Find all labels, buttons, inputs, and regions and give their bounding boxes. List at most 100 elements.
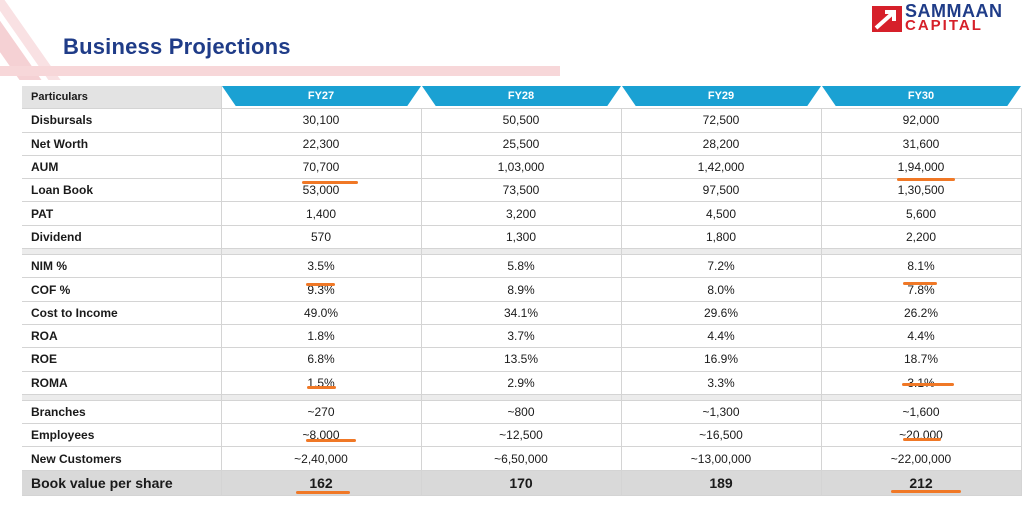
table-row: ROE 6.8% 13.5% 16.9% 18.7% (22, 347, 1022, 372)
row-label: Cost to Income (22, 301, 222, 325)
row-value: 31,600 (821, 132, 1022, 156)
row-value: 3.3% (621, 371, 822, 395)
row-value: 1,300 (421, 225, 622, 250)
row-label: ROE (22, 347, 222, 372)
row-value: 16.9% (621, 347, 822, 372)
row-value: 18.7% (821, 347, 1022, 372)
row-value: 49.0% (221, 301, 422, 325)
row-value: ~6,50,000 (421, 446, 622, 471)
row-label: PAT (22, 201, 222, 226)
table-row: Cost to Income 49.0% 34.1% 29.6% 26.2% (22, 301, 1022, 325)
header-particulars: Particulars (22, 86, 222, 110)
row-value: 1,400 (221, 201, 422, 226)
table-row: Employees ~8,000 ~12,500 ~16,500 ~20,000 (22, 423, 1022, 448)
row-value: 4.4% (621, 324, 822, 349)
group-separator (22, 248, 1022, 256)
row-value: 1,03,000 (421, 155, 622, 180)
row-value: 8.9% (421, 277, 622, 302)
row-value: ~16,500 (621, 423, 822, 448)
table-row: COF % 9.3% 8.9% 8.0% 7.8% (22, 277, 1022, 302)
table-row: Branches ~270 ~800 ~1,300 ~1,600 (22, 400, 1022, 425)
row-value: 92,000 (821, 108, 1022, 133)
row-value: 7.8% (821, 277, 1022, 302)
footer-label: Book value per share (22, 470, 222, 496)
table-row: NIM % 3.5% 5.8% 7.2% 8.1% (22, 254, 1022, 279)
annotation-underline (302, 181, 358, 184)
row-value: 13.5% (421, 347, 622, 372)
row-value: 4,500 (621, 201, 822, 226)
company-logo: SAMMAAN CAPITAL (872, 1, 1022, 34)
annotation-underline (902, 383, 954, 386)
row-label: Employees (22, 423, 222, 448)
table-row: AUM 70,700 1,03,000 1,42,000 1,94,000 (22, 155, 1022, 180)
row-value: 5,600 (821, 201, 1022, 226)
row-value: 1.8% (221, 324, 422, 349)
row-value: 50,500 (421, 108, 622, 133)
row-value: 5.8% (421, 254, 622, 279)
row-value: 28,200 (621, 132, 822, 156)
row-value: 1,800 (621, 225, 822, 250)
row-value: 22,300 (221, 132, 422, 156)
row-label: AUM (22, 155, 222, 180)
row-value: 26.2% (821, 301, 1022, 325)
logo-text-sammaan: SAMMAAN (905, 1, 1003, 21)
header-year: FY27 (221, 86, 422, 110)
row-value: ~8,000 (221, 423, 422, 448)
decorative-stripe (0, 0, 560, 80)
row-value: 7.2% (621, 254, 822, 279)
table-row: Loan Book 53,000 73,500 97,500 1,30,500 (22, 178, 1022, 203)
row-value: 30,100 (221, 108, 422, 133)
annotation-underline (307, 386, 336, 389)
row-value: ~2,40,000 (221, 446, 422, 471)
row-value: 3,200 (421, 201, 622, 226)
footer-value: 170 (421, 470, 622, 496)
annotation-underline (296, 491, 350, 494)
row-value: 3.1% (821, 371, 1022, 395)
row-value: 1,94,000 (821, 155, 1022, 180)
annotation-underline (897, 178, 955, 181)
row-value: 8.1% (821, 254, 1022, 279)
table-row: Dividend 570 1,300 1,800 2,200 (22, 225, 1022, 250)
row-value: 1.5% (221, 371, 422, 395)
logo-mark-icon (872, 6, 902, 32)
table-row: New Customers ~2,40,000 ~6,50,000 ~13,00,00… (22, 446, 1022, 471)
group-separator (22, 394, 1022, 401)
footer-value: 189 (621, 470, 822, 496)
row-value: 3.7% (421, 324, 622, 349)
row-value: 97,500 (621, 178, 822, 203)
row-value: 8.0% (621, 277, 822, 302)
row-value: 2.9% (421, 371, 622, 395)
row-value: 4.4% (821, 324, 1022, 349)
row-value: 53,000 (221, 178, 422, 203)
row-value: ~22,00,000 (821, 446, 1022, 471)
projections-table: Particulars FY27 FY28 FY29 FY30 Disbursa… (22, 86, 1022, 496)
page-title: Business Projections (63, 34, 291, 59)
row-value: ~20,000 (821, 423, 1022, 448)
row-label: Dividend (22, 225, 222, 250)
row-value: ~1,300 (621, 400, 822, 425)
annotation-underline (306, 439, 356, 442)
table-header-row: Particulars FY27 FY28 FY29 FY30 (22, 86, 1022, 110)
row-value: ~800 (421, 400, 622, 425)
table-row: Disbursals 30,100 50,500 72,500 92,000 (22, 108, 1022, 133)
row-label: Disbursals (22, 108, 222, 133)
table-row: PAT 1,400 3,200 4,500 5,600 (22, 201, 1022, 226)
footer-value: 212 (821, 470, 1022, 496)
annotation-underline (306, 283, 335, 286)
header-year: FY28 (421, 86, 622, 110)
header-year: FY30 (821, 86, 1022, 110)
row-value: ~12,500 (421, 423, 622, 448)
row-label: Branches (22, 400, 222, 425)
row-label: ROMA (22, 371, 222, 395)
row-value: 570 (221, 225, 422, 250)
row-value: 6.8% (221, 347, 422, 372)
row-label: Loan Book (22, 178, 222, 203)
annotation-underline (903, 282, 937, 285)
row-value: 3.5% (221, 254, 422, 279)
row-value: 73,500 (421, 178, 622, 203)
row-value: 9.3% (221, 277, 422, 302)
table-row: ROA 1.8% 3.7% 4.4% 4.4% (22, 324, 1022, 349)
row-value: 72,500 (621, 108, 822, 133)
row-value: 70,700 (221, 155, 422, 180)
